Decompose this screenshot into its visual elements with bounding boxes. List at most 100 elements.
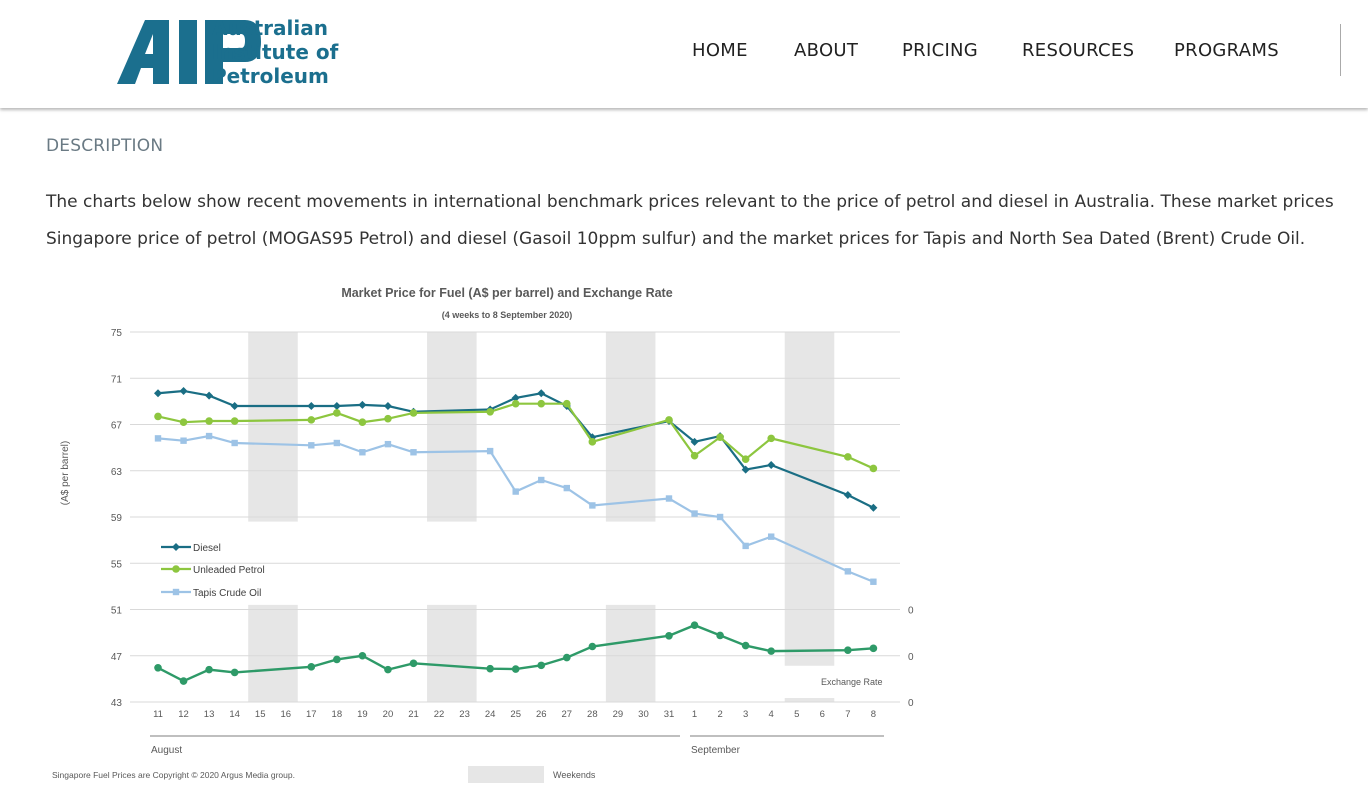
month-label-september: September — [691, 745, 741, 756]
x-tick-label: 23 — [459, 709, 470, 720]
nav-about[interactable]: ABOUT — [794, 40, 859, 61]
x-tick-label: 17 — [306, 709, 317, 720]
data-point — [383, 402, 392, 410]
x-tick-label: 11 — [153, 709, 163, 720]
data-point — [358, 651, 367, 660]
legend-label: Diesel — [193, 543, 221, 554]
data-point — [716, 631, 724, 640]
x-tick-label: 7 — [845, 709, 850, 720]
y2-tick-label: 0.700 — [908, 698, 914, 709]
data-point — [486, 407, 494, 416]
y-axis-label: (A$ per barrel) — [60, 441, 71, 505]
nav-home[interactable]: HOME — [692, 40, 748, 61]
x-tick-label: 16 — [280, 709, 291, 720]
x-tick-label: 6 — [820, 709, 825, 720]
data-point — [843, 491, 852, 500]
description-text: The charts below show recent movements i… — [46, 184, 1368, 258]
data-point — [767, 434, 775, 443]
brand-line-1: Australian — [212, 16, 328, 40]
main-content: DESCRIPTION The charts below show recent… — [46, 136, 1368, 249]
brand-line-2: Institute of — [212, 40, 339, 64]
x-tick-label: 30 — [638, 709, 649, 720]
y-tick-label: 43 — [111, 698, 123, 709]
data-point — [742, 542, 749, 550]
data-point — [358, 418, 367, 426]
x-tick-label: 22 — [434, 709, 445, 720]
data-point — [665, 495, 673, 502]
y-tick-label: 67 — [111, 421, 123, 432]
chart-title: Market Price for Fuel (A$ per barrel) an… — [341, 286, 672, 300]
x-tick-label: 14 — [229, 709, 240, 720]
data-point — [511, 393, 520, 402]
data-point — [869, 644, 878, 653]
data-point — [154, 412, 162, 421]
brand-name: Australian Institute of Petroleum — [212, 16, 338, 88]
data-point — [563, 653, 571, 662]
data-point — [409, 659, 418, 668]
data-point — [179, 418, 188, 426]
data-point — [180, 437, 187, 444]
data-point — [511, 399, 520, 408]
data-point — [332, 402, 341, 410]
x-tick-label: 25 — [510, 709, 521, 720]
legend-label: Unleaded Petrol — [193, 565, 265, 576]
data-point — [511, 665, 520, 673]
data-point — [358, 400, 367, 409]
data-point — [538, 476, 545, 484]
data-point — [741, 455, 750, 463]
nav-resources[interactable]: RESOURCES — [1022, 40, 1135, 61]
nav-pricing[interactable]: PRICING — [902, 40, 979, 61]
data-point — [767, 647, 775, 655]
data-point — [844, 453, 852, 461]
data-point — [172, 565, 180, 573]
x-tick-label: 28 — [587, 709, 598, 720]
data-point — [563, 484, 570, 492]
x-tick-label: 4 — [769, 709, 774, 720]
x-tick-label: 20 — [383, 709, 394, 720]
data-point — [179, 386, 188, 395]
aip-logo[interactable] — [52, 16, 342, 88]
data-point — [768, 533, 775, 540]
data-point — [588, 642, 597, 651]
data-point — [716, 433, 724, 442]
fuel-price-chart: 7571676359555147430.7500.7250.700Market … — [52, 286, 914, 783]
nav-divider — [1340, 24, 1341, 76]
weekend-band — [248, 332, 298, 522]
data-point — [486, 664, 494, 673]
weekend-band — [605, 604, 656, 702]
nav-programs[interactable]: PROGRAMS — [1174, 40, 1279, 61]
data-point — [308, 442, 315, 449]
exchange-rate-label: Exchange Rate — [821, 677, 883, 687]
data-point — [384, 414, 392, 423]
x-tick-label: 13 — [204, 709, 215, 720]
data-point — [563, 399, 571, 408]
y-tick-label: 59 — [111, 513, 123, 524]
month-label-august: August — [151, 745, 182, 756]
x-tick-label: 21 — [408, 709, 419, 720]
data-point — [741, 465, 750, 474]
weekend-band — [427, 604, 477, 702]
data-point — [869, 464, 878, 473]
data-point — [179, 677, 188, 685]
x-tick-label: 5 — [794, 709, 799, 720]
x-tick-label: 29 — [613, 709, 624, 720]
weekend-band — [784, 332, 835, 666]
data-point — [307, 663, 316, 671]
data-point — [486, 447, 494, 455]
y-tick-label: 55 — [111, 559, 123, 570]
data-point — [665, 631, 673, 640]
y-tick-label: 47 — [111, 652, 123, 663]
legend-label: Tapis Crude Oil — [193, 588, 261, 599]
copyright-note: Singapore Fuel Prices are Copyright © 20… — [52, 770, 295, 780]
data-point — [512, 488, 519, 495]
data-point — [154, 435, 162, 442]
y2-tick-label: 0.725 — [908, 652, 914, 663]
data-point — [665, 416, 673, 424]
data-point — [333, 439, 341, 447]
x-tick-label: 2 — [717, 709, 722, 720]
data-point — [870, 578, 877, 585]
x-tick-label: 26 — [536, 709, 547, 720]
data-point — [767, 460, 776, 469]
x-tick-label: 12 — [178, 709, 189, 720]
data-point — [537, 661, 546, 670]
